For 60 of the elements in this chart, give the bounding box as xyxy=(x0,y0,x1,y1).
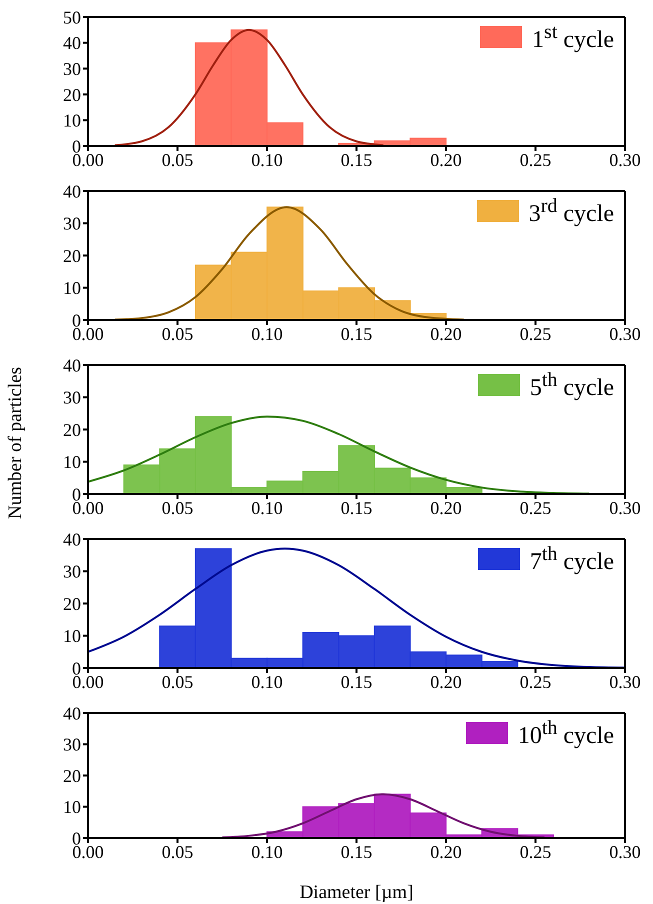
x-tick-label: 0.20 xyxy=(430,842,462,862)
x-tick-label: 0.10 xyxy=(251,324,283,344)
x-tick-label: 0.20 xyxy=(430,150,462,170)
x-tick-label: 0.25 xyxy=(520,150,552,170)
x-axis-title: Diameter [µm] xyxy=(300,882,414,903)
legend-label: 5$^{th}$ cycle xyxy=(530,369,614,401)
y-tick-label: 30 xyxy=(63,58,81,79)
line-series xyxy=(114,206,465,320)
legend-label: 1$^{st}$ cycle xyxy=(532,21,614,53)
y-tick-label: 10 xyxy=(63,110,81,131)
x-tick-label: 0.30 xyxy=(609,324,641,344)
legend-label: 3$^{rd}$ cycle xyxy=(528,195,614,227)
x-tick-label: 0.20 xyxy=(430,672,462,692)
x-tick-label: 0.05 xyxy=(162,842,194,862)
x-tick-label: 0.15 xyxy=(340,150,372,170)
y-tick-label: 20 xyxy=(63,420,81,440)
line-series xyxy=(88,416,590,494)
legend-label: 10$^{th}$ cycle xyxy=(518,717,614,749)
y-tick-label: 30 xyxy=(63,734,81,755)
x-tick-label: 0.20 xyxy=(430,324,462,344)
y-tick-label: 40 xyxy=(63,529,81,550)
y-tick-label: 30 xyxy=(63,562,81,582)
x-tick-label: 0.10 xyxy=(251,842,283,862)
y-tick-label: 10 xyxy=(63,797,81,818)
x-tick-label: 0.30 xyxy=(609,842,641,862)
x-tick-label: 0.25 xyxy=(520,498,552,518)
x-tick-label: 0.05 xyxy=(162,498,194,518)
x-tick-label: 0.20 xyxy=(430,498,462,518)
x-tick-label: 0.10 xyxy=(251,672,283,692)
x-tick-label: 0.25 xyxy=(520,672,552,692)
x-tick-label: 0.05 xyxy=(162,324,194,344)
x-tick-label: 0.25 xyxy=(520,842,552,862)
y-tick-label: 40 xyxy=(63,181,81,202)
x-tick-label: 0.05 xyxy=(162,672,194,692)
x-tick-label: 0.10 xyxy=(251,150,283,170)
x-tick-label: 0.30 xyxy=(609,498,641,518)
y-tick-label: 10 xyxy=(63,626,81,646)
x-tick-label: 0.10 xyxy=(251,498,283,518)
x-tick-label: 0.15 xyxy=(340,324,372,344)
x-tick-label: 0.30 xyxy=(609,672,641,692)
y-tick-label: 50 xyxy=(63,7,81,28)
x-tick-label: 0.30 xyxy=(609,150,641,170)
y-axis-title: Number of particles xyxy=(5,367,27,519)
legend-label: 7$^{th}$ cycle xyxy=(530,543,614,575)
y-tick-label: 20 xyxy=(63,84,81,105)
x-tick-label: 0.25 xyxy=(520,324,552,344)
x-tick-label: 0.15 xyxy=(340,672,372,692)
x-tick-label: 0.05 xyxy=(162,150,194,170)
y-tick-label: 30 xyxy=(63,214,81,234)
y-tick-label: 20 xyxy=(63,766,81,786)
y-tick-label: 40 xyxy=(63,703,81,724)
y-tick-label: 40 xyxy=(63,355,81,376)
x-tick-label: 0.15 xyxy=(340,842,372,862)
y-tick-label: 10 xyxy=(63,452,81,472)
y-tick-label: 30 xyxy=(63,388,81,408)
x-tick-label: 0.15 xyxy=(340,498,372,518)
y-tick-label: 20 xyxy=(63,594,81,614)
y-tick-label: 20 xyxy=(63,246,81,266)
y-tick-label: 40 xyxy=(63,33,81,54)
y-tick-label: 10 xyxy=(63,278,81,298)
